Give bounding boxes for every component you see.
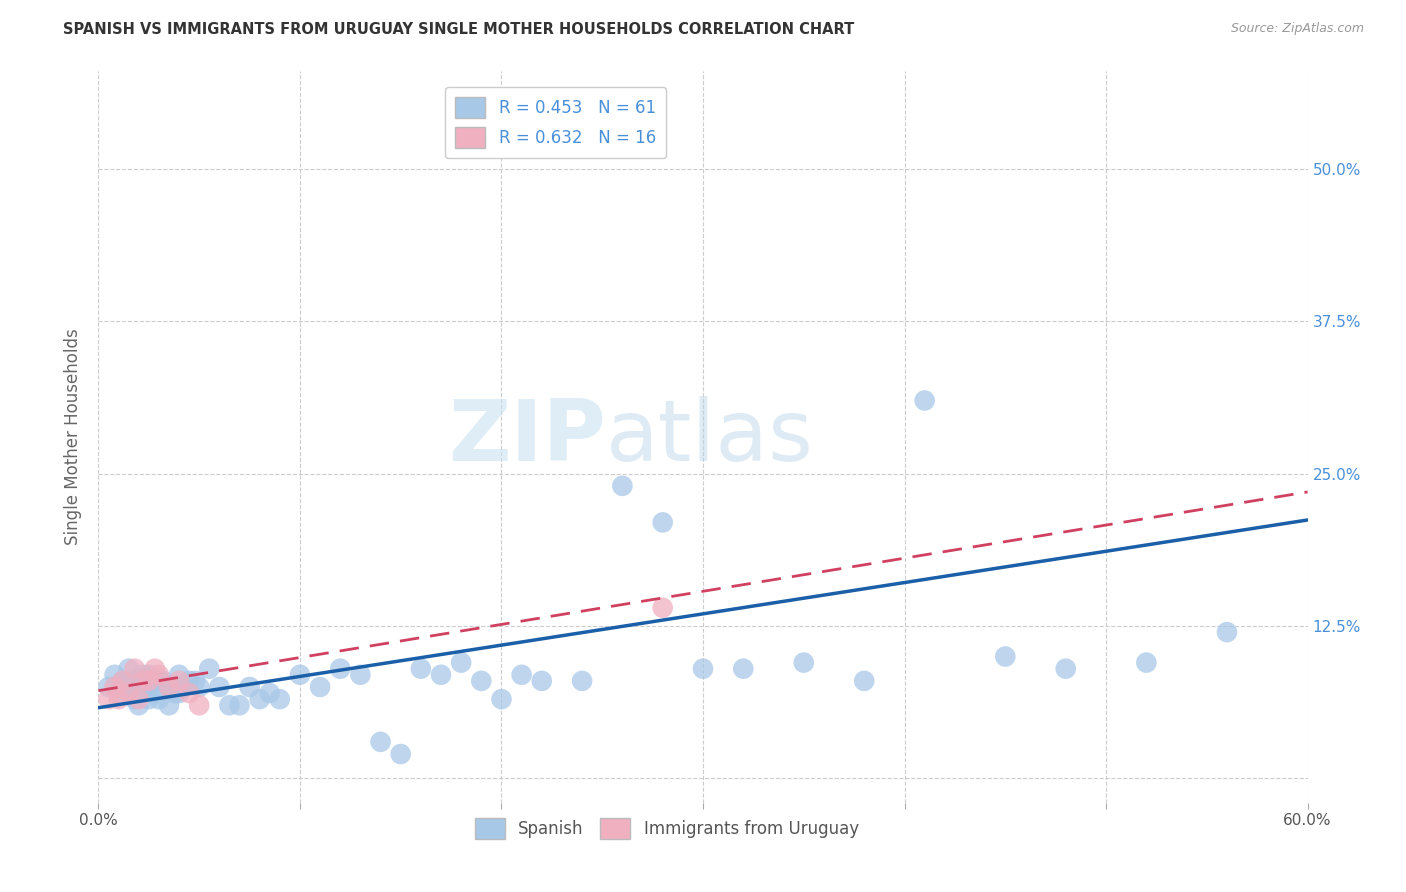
Point xyxy=(651,600,673,615)
Point xyxy=(269,692,291,706)
Point xyxy=(349,667,371,681)
Point xyxy=(288,667,311,681)
Point xyxy=(651,516,673,530)
Point xyxy=(148,673,170,688)
Point xyxy=(167,667,190,681)
Point xyxy=(132,686,155,700)
Point xyxy=(107,692,129,706)
Point xyxy=(1216,625,1239,640)
Point xyxy=(132,673,155,688)
Point xyxy=(491,692,513,706)
Point xyxy=(97,692,120,706)
Point xyxy=(128,692,150,706)
Point xyxy=(409,662,432,676)
Point xyxy=(208,680,231,694)
Point xyxy=(132,667,155,681)
Point xyxy=(329,662,352,676)
Point xyxy=(143,686,166,700)
Point xyxy=(148,667,170,681)
Point xyxy=(172,680,194,694)
Point xyxy=(309,680,332,694)
Point xyxy=(138,673,160,688)
Point xyxy=(103,680,125,694)
Point xyxy=(228,698,250,713)
Point xyxy=(571,673,593,688)
Point xyxy=(853,673,876,688)
Point xyxy=(152,673,174,688)
Point xyxy=(692,662,714,676)
Y-axis label: Single Mother Households: Single Mother Households xyxy=(65,329,83,545)
Point xyxy=(430,667,453,681)
Point xyxy=(97,680,120,694)
Point xyxy=(1054,662,1077,676)
Point xyxy=(239,680,262,694)
Legend: Spanish, Immigrants from Uruguay: Spanish, Immigrants from Uruguay xyxy=(468,811,865,846)
Point xyxy=(167,673,190,688)
Point xyxy=(389,747,412,761)
Point xyxy=(510,667,533,681)
Point xyxy=(138,667,160,681)
Point xyxy=(733,662,755,676)
Point xyxy=(167,686,190,700)
Point xyxy=(259,686,281,700)
Point xyxy=(118,686,141,700)
Point xyxy=(450,656,472,670)
Point xyxy=(138,692,160,706)
Point xyxy=(128,698,150,713)
Text: SPANISH VS IMMIGRANTS FROM URUGUAY SINGLE MOTHER HOUSEHOLDS CORRELATION CHART: SPANISH VS IMMIGRANTS FROM URUGUAY SINGL… xyxy=(63,22,855,37)
Point xyxy=(249,692,271,706)
Point xyxy=(111,673,134,688)
Point xyxy=(184,673,207,688)
Point xyxy=(612,479,634,493)
Point xyxy=(111,673,134,688)
Point xyxy=(124,662,146,676)
Point xyxy=(128,680,150,694)
Point xyxy=(148,692,170,706)
Point xyxy=(143,662,166,676)
Point xyxy=(370,735,392,749)
Point xyxy=(198,662,221,676)
Point xyxy=(118,662,141,676)
Point xyxy=(530,673,553,688)
Point xyxy=(157,680,180,694)
Point xyxy=(118,680,141,694)
Point xyxy=(188,680,211,694)
Point xyxy=(179,686,201,700)
Point xyxy=(179,673,201,688)
Point xyxy=(103,667,125,681)
Point xyxy=(188,698,211,713)
Point xyxy=(914,393,936,408)
Text: ZIP: ZIP xyxy=(449,395,606,479)
Text: Source: ZipAtlas.com: Source: ZipAtlas.com xyxy=(1230,22,1364,36)
Point xyxy=(793,656,815,670)
Point xyxy=(163,686,186,700)
Point xyxy=(107,686,129,700)
Point xyxy=(994,649,1017,664)
Point xyxy=(218,698,240,713)
Point xyxy=(470,673,492,688)
Point xyxy=(157,698,180,713)
Text: atlas: atlas xyxy=(606,395,814,479)
Point xyxy=(124,673,146,688)
Point xyxy=(157,680,180,694)
Point xyxy=(124,692,146,706)
Point xyxy=(138,680,160,694)
Point xyxy=(1135,656,1157,670)
